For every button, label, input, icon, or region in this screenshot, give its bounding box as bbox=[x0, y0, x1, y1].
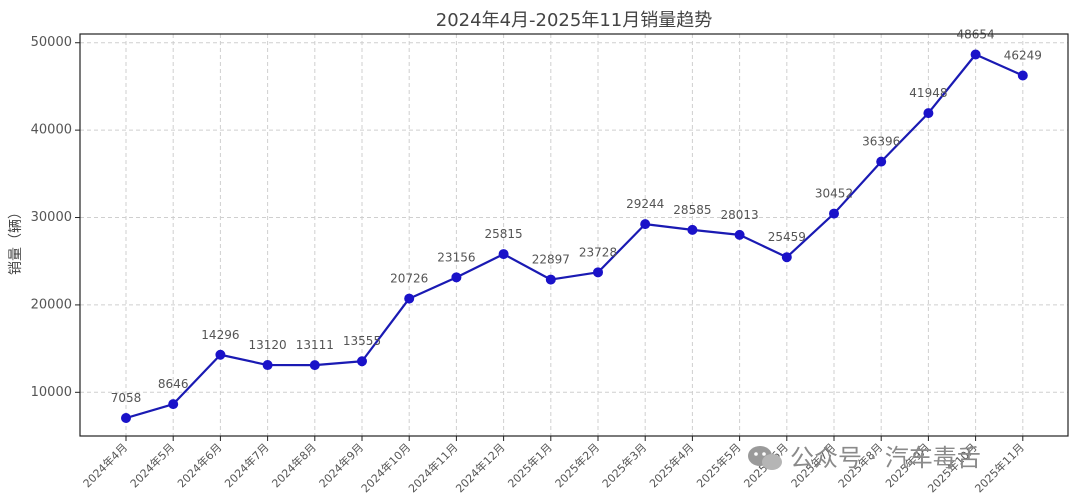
x-tick-label: 2024年9月 bbox=[316, 440, 366, 490]
data-label: 25815 bbox=[485, 227, 523, 241]
data-point bbox=[545, 274, 556, 285]
data-point bbox=[262, 360, 273, 371]
y-tick-label: 30000 bbox=[31, 210, 72, 225]
x-tick-label: 2024年10月 bbox=[358, 440, 413, 495]
data-point bbox=[498, 249, 509, 260]
x-tick-label: 2025年5月 bbox=[694, 440, 744, 490]
data-point bbox=[829, 208, 839, 219]
axes: 10000200003000040000500002024年4月2024年5月2… bbox=[31, 35, 1027, 495]
data-label: 23156 bbox=[437, 250, 475, 264]
watermark: 公众号 · 汽车毒舌 bbox=[748, 444, 981, 472]
x-tick-label: 2024年6月 bbox=[174, 440, 224, 490]
data-label: 20726 bbox=[390, 272, 428, 286]
x-tick-label: 2024年5月 bbox=[127, 440, 177, 490]
x-tick-label: 2025年3月 bbox=[599, 440, 649, 490]
data-point bbox=[404, 293, 415, 304]
data-label: 13111 bbox=[296, 338, 334, 352]
data-point bbox=[309, 360, 320, 371]
data-label: 25459 bbox=[768, 230, 806, 244]
watermark-text: 公众号 · 汽车毒舌 bbox=[790, 444, 981, 472]
x-tick-label: 2024年4月 bbox=[80, 440, 130, 490]
data-point bbox=[687, 224, 698, 235]
data-point bbox=[593, 267, 603, 278]
y-tick-label: 10000 bbox=[31, 385, 72, 400]
data-label: 28585 bbox=[673, 203, 711, 217]
data-point bbox=[357, 356, 367, 367]
series bbox=[121, 49, 1028, 424]
plot-frame bbox=[79, 33, 1069, 437]
data-label: 14296 bbox=[201, 328, 239, 342]
series-line bbox=[125, 53, 1024, 420]
x-tick-label: 2024年8月 bbox=[269, 440, 319, 490]
x-tick-label: 2025年1月 bbox=[505, 440, 555, 490]
data-point bbox=[215, 349, 226, 360]
chart-title: 2024年4月-2025年11月销量趋势 bbox=[436, 10, 712, 31]
data-label: 8646 bbox=[158, 377, 189, 391]
data-label: 22897 bbox=[532, 253, 570, 267]
data-labels: 7058 8646 14296 13120 13111 13555 20726 23156 25… bbox=[111, 28, 1042, 406]
y-tick-label: 40000 bbox=[31, 123, 72, 138]
data-point bbox=[734, 229, 745, 240]
data-label: 29244 bbox=[626, 197, 664, 211]
data-point bbox=[168, 399, 179, 410]
data-point bbox=[1017, 70, 1028, 81]
y-tick-label: 50000 bbox=[31, 35, 72, 50]
data-label: 23728 bbox=[579, 245, 617, 259]
data-point bbox=[121, 413, 131, 424]
y-axis-label: 销量（辆） bbox=[8, 205, 24, 275]
x-tick-label: 2024年11月 bbox=[405, 440, 460, 495]
data-point bbox=[970, 49, 981, 60]
x-tick-label: 2025年2月 bbox=[552, 440, 602, 490]
data-label: 13120 bbox=[249, 338, 287, 352]
wechat-icon bbox=[748, 446, 782, 470]
x-tick-label: 2024年7月 bbox=[222, 440, 272, 490]
data-point bbox=[451, 272, 462, 283]
data-point bbox=[640, 219, 651, 230]
y-tick-label: 20000 bbox=[31, 297, 72, 312]
data-point bbox=[876, 156, 887, 167]
data-label: 41948 bbox=[909, 86, 947, 100]
data-point bbox=[781, 252, 792, 263]
data-point bbox=[923, 108, 934, 119]
data-label: 13555 bbox=[343, 334, 381, 348]
data-label: 46249 bbox=[1004, 49, 1042, 63]
x-tick-label: 2025年4月 bbox=[646, 440, 696, 490]
data-label: 28013 bbox=[721, 208, 759, 222]
data-label: 30452 bbox=[815, 187, 853, 201]
x-tick-label: 2024年12月 bbox=[453, 440, 508, 495]
data-label: 36396 bbox=[862, 135, 900, 149]
grid bbox=[80, 34, 1068, 436]
data-label: 7058 bbox=[111, 391, 142, 405]
